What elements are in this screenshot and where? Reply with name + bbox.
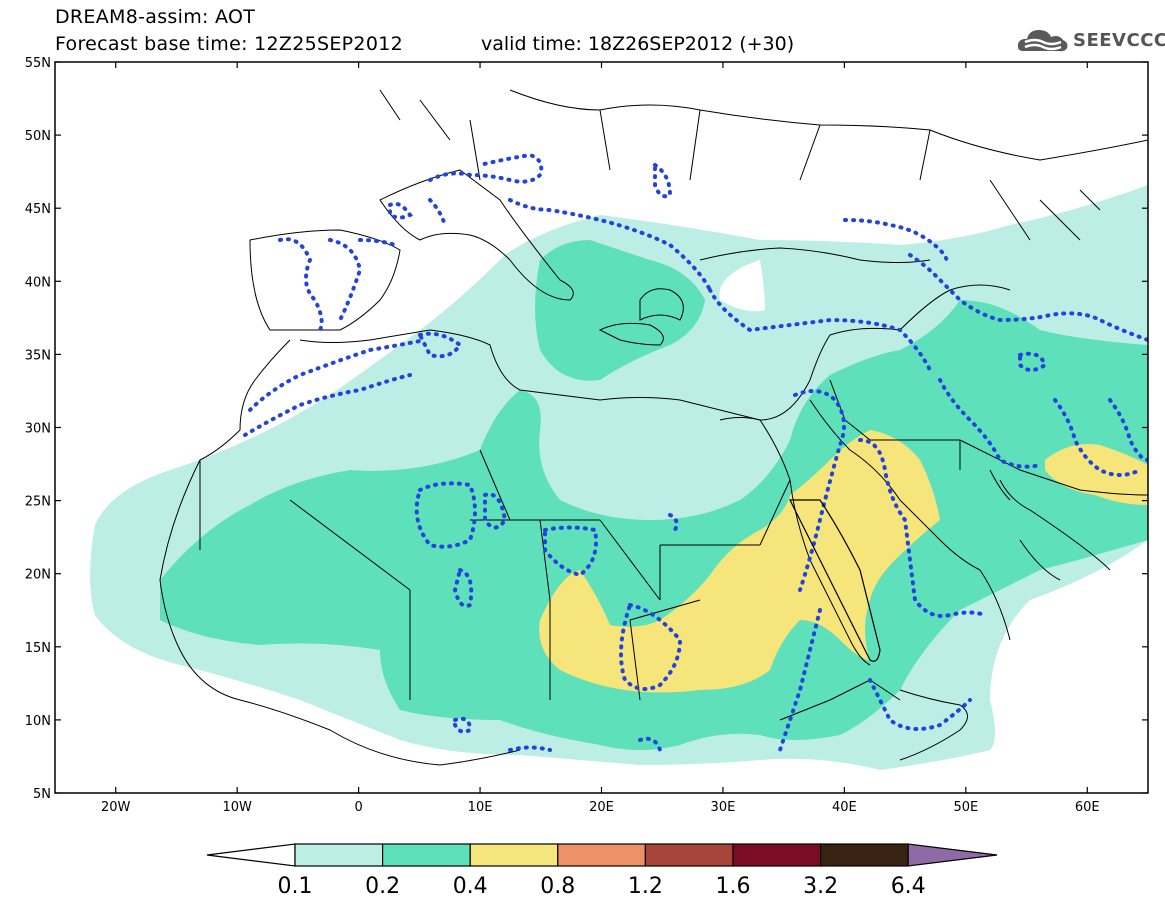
seevccc-logo: SEEVCCC [1017, 24, 1165, 56]
aot-region-0.2 [160, 300, 1148, 750]
valid-time: valid time: 18Z26SEP2012 (+30) [481, 33, 795, 55]
x-tick-label: 60E [1075, 800, 1100, 815]
colorbar-label: 1.6 [716, 874, 751, 899]
x-tick-label: 10W [222, 800, 252, 815]
colorbar-label: 0.2 [365, 874, 400, 899]
x-tick-label: 20W [101, 800, 131, 815]
colorbar-box [644, 843, 734, 867]
y-tick-label: 40N [25, 275, 51, 290]
map-title: DREAM8-assim: AOT [55, 6, 256, 28]
y-tick-label: 50N [25, 129, 51, 144]
y-tick-label: 25N [25, 495, 51, 510]
dotted-contours [243, 152, 1148, 752]
y-tick-label: 55N [25, 56, 51, 71]
cloud-icon [1017, 30, 1068, 52]
red-sea-coast [789, 499, 881, 662]
colorbar-high-arrow [907, 843, 998, 867]
y-tick-label: 15N [25, 641, 51, 656]
y-tick-label: 35N [25, 348, 51, 363]
colorbar-box [819, 843, 909, 867]
colorbar-box [294, 843, 384, 867]
y-tick-label: 30N [25, 422, 51, 437]
colorbar-label: 3.2 [803, 874, 838, 899]
x-tick-label: 0 [354, 800, 362, 815]
y-tick-label: 20N [25, 568, 51, 583]
logo-text: SEEVCCC [1073, 29, 1165, 51]
y-axis: 55N 50N 45N 40N 35N 30N 25N 20N 15N 10N 5N [25, 56, 1148, 802]
colorbar-box [469, 843, 559, 867]
x-tick-label: 10E [468, 800, 493, 815]
colorbar-box [382, 843, 471, 867]
colorbar-box [557, 843, 646, 867]
aot-region-0.4-gulf [1045, 444, 1148, 505]
colorbar-label: 0.1 [278, 874, 313, 899]
colorbar-box [732, 843, 822, 867]
y-tick-label: 10N [25, 714, 51, 729]
y-tick-label: 45N [25, 202, 51, 217]
colorbar-label: 1.2 [628, 874, 663, 899]
forecast-base-time: Forecast base time: 12Z25SEP2012 [55, 33, 403, 55]
aot-region-0.4 [539, 430, 940, 693]
x-tick-label: 50E [953, 800, 978, 815]
aot-region-0.2-balkans [535, 240, 705, 381]
x-axis: 20W 10W 0 10E 20E 30E 40E 50E 60E [101, 62, 1100, 815]
y-tick-label: 5N [33, 787, 51, 802]
colorbar-label: 0.4 [453, 874, 488, 899]
x-tick-label: 20E [589, 800, 614, 815]
colorbar-label: 0.8 [540, 874, 575, 899]
x-tick-label: 30E [711, 800, 736, 815]
colorbar-low-arrow [206, 843, 296, 867]
x-tick-label: 40E [832, 800, 857, 815]
colorbar-label: 6.4 [891, 874, 926, 899]
